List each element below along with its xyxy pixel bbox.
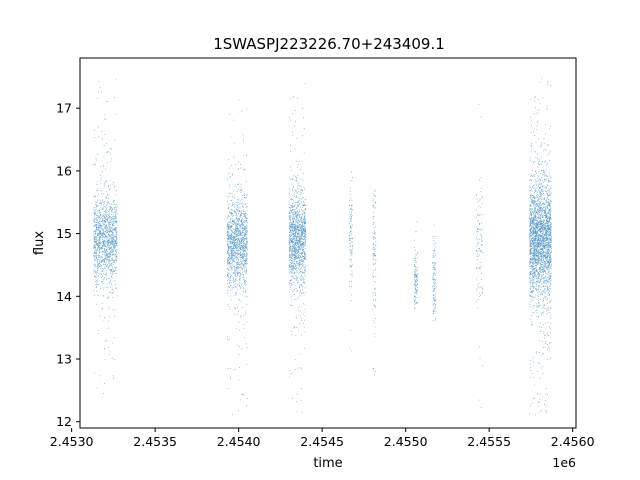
y-axis-ticks: 12 13 14 15 16 17 — [56, 101, 80, 429]
scatter-cluster — [432, 224, 437, 322]
chart-title: 1SWASPJ223226.70+243409.1 — [213, 35, 445, 53]
scatter-cluster — [372, 189, 377, 376]
x-tick-label: 2.4530 — [50, 434, 94, 449]
x-axis-offset-label: 1e6 — [552, 455, 576, 470]
x-tick-label: 2.4545 — [300, 434, 344, 449]
y-tick-label: 12 — [56, 414, 72, 429]
x-axis-ticks: 2.4530 2.4535 2.4540 2.4545 2.4550 2.4555 2.45… — [50, 428, 595, 449]
x-tick-label: 2.4555 — [467, 434, 511, 449]
y-tick-label: 15 — [56, 226, 72, 241]
x-tick-label: 2.4550 — [384, 434, 428, 449]
x-tick-label: 2.4540 — [217, 434, 261, 449]
y-tick-label: 17 — [56, 101, 72, 116]
scatter-cluster — [288, 83, 307, 413]
plot-frame — [79, 57, 577, 429]
y-tick-label: 14 — [56, 289, 72, 304]
y-axis-label: flux — [32, 231, 47, 255]
scatter-cluster — [529, 78, 552, 416]
scatter-cluster — [414, 221, 418, 310]
x-tick-label: 2.4560 — [551, 434, 595, 449]
x-tick-label: 2.4535 — [133, 434, 177, 449]
scatter-points — [93, 78, 552, 416]
scatter-cluster — [227, 99, 248, 416]
scatter-cluster — [348, 171, 353, 352]
scatter-cluster — [93, 78, 118, 394]
y-tick-label: 16 — [56, 163, 72, 178]
scatter-cluster — [475, 103, 484, 408]
y-tick-label: 13 — [56, 352, 72, 367]
x-axis-label: time — [313, 456, 342, 471]
